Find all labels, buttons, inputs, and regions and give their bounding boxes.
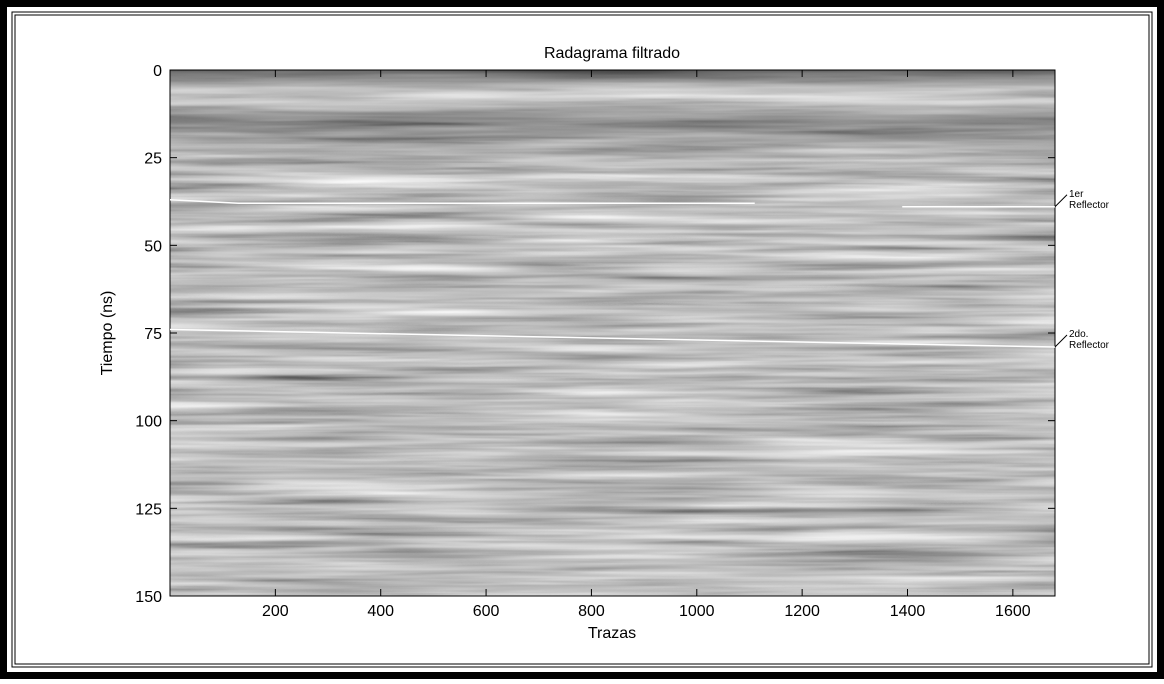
x-tick-label: 1000: [679, 603, 715, 620]
annotation: Reflector: [1069, 200, 1110, 211]
chart-title: Radagrama filtrado: [544, 45, 680, 62]
x-tick-label: 1200: [784, 603, 820, 620]
x-tick-label: 400: [367, 603, 394, 620]
annotation-leader: [1054, 194, 1068, 208]
x-axis-label: Trazas: [588, 625, 636, 642]
x-tick-label: 800: [578, 603, 605, 620]
plot-area: [169, 69, 1056, 597]
reflector-line: [169, 328, 1056, 348]
annotation: 2do.: [1069, 329, 1088, 340]
annotation-leader: [1054, 334, 1068, 348]
border: [14, 14, 1150, 665]
annotation: Reflector: [1069, 340, 1110, 351]
y-tick-label: 50: [144, 238, 162, 255]
x-tick-label: 200: [262, 603, 289, 620]
x-tick-label: 1400: [890, 603, 926, 620]
border: [11, 11, 1153, 668]
annotation: 1er: [1069, 189, 1084, 200]
y-tick-label: 100: [135, 414, 162, 431]
y-tick-label: 0: [153, 63, 162, 80]
y-axis-label: Tiempo (ns): [99, 291, 116, 376]
y-tick-label: 75: [144, 326, 162, 343]
y-tick-label: 25: [144, 151, 162, 168]
radargram-shading: [170, 70, 1055, 596]
y-tick-label: 150: [135, 589, 162, 606]
y-tick-label: 125: [135, 501, 162, 518]
x-tick-label: 600: [473, 603, 500, 620]
x-tick-label: 1600: [995, 603, 1031, 620]
reflector-line: [169, 198, 1055, 208]
